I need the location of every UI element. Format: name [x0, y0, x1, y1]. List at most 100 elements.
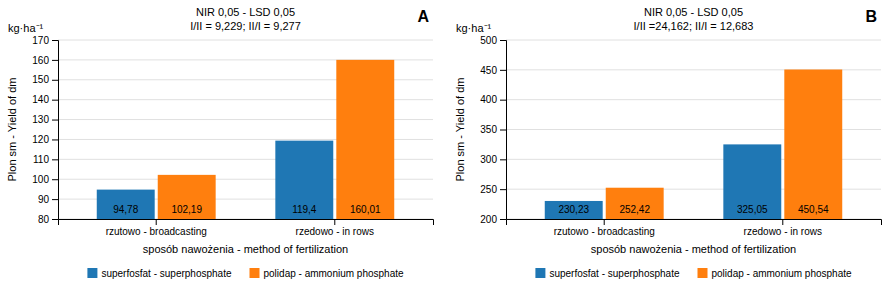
x-axis-title: sposób nawożenia - method of fertilizati…: [591, 243, 796, 255]
y-tick-mark: [500, 159, 506, 160]
y-tick: 80: [38, 214, 58, 225]
y-tick-label: 90: [38, 194, 50, 205]
y-tick: 140: [32, 94, 58, 105]
plot-area: 94,78 119,4 102,19 160,01 80 90 100 110 120 130 14…: [6, 35, 434, 279]
title: B: [865, 8, 877, 25]
y-tick-label: 160: [32, 55, 49, 66]
bar: [158, 175, 216, 219]
y-tick-mark: [500, 100, 506, 101]
y-tick-label: 350: [480, 124, 497, 135]
legend-swatch: [698, 268, 708, 278]
bar: [545, 201, 603, 219]
x-tick-label: rzutowo - broadcasting: [554, 226, 655, 237]
y-tick-mark: [52, 179, 58, 180]
legend-swatch: [87, 268, 97, 278]
title: A: [417, 8, 429, 25]
y-tick-mark: [52, 80, 58, 81]
data-label: 450,54: [798, 204, 829, 215]
x-tick: rzedowo - in rows: [744, 219, 822, 237]
x-axis: rzutowo - broadcasting rzedowo - in rows: [507, 219, 882, 237]
data-label: 119,4: [292, 204, 317, 215]
bar: [275, 141, 333, 219]
annotation: NIR 0,05 - LSD 0,05: [196, 6, 295, 18]
legend-swatch: [535, 268, 545, 278]
y-tick-label: 140: [32, 94, 49, 105]
grid-line: [58, 40, 433, 41]
y-tick: 120: [32, 134, 58, 145]
y-tick-label: 110: [33, 154, 49, 165]
x-tick-label: rzedowo - in rows: [744, 226, 822, 237]
legend-label: superfosfat - superphosphate: [101, 268, 232, 279]
legend: superfosfat - superphosphate polidap - am…: [87, 268, 404, 279]
y-tick-label: 150: [32, 74, 49, 85]
x-tick-label: rzedowo - in rows: [296, 226, 374, 237]
data-label: 230,23: [558, 204, 589, 215]
y-axis: 200 250 300 350 400 450 500: [480, 35, 506, 225]
y-tick: 350: [480, 124, 506, 135]
y-tick-label: 80: [38, 214, 50, 225]
bar: [606, 188, 664, 219]
x-axis-line: [59, 220, 434, 226]
chart-root: 94,78 119,4 102,19 160,01 80 90 100 110 120 130 14…: [0, 0, 896, 294]
y-tick: 250: [480, 184, 506, 195]
y-tick-mark: [500, 219, 506, 220]
y-tick-label: 250: [480, 184, 497, 195]
grid: [58, 40, 433, 219]
y-tick-mark: [500, 189, 506, 190]
y-tick-label: 130: [32, 114, 49, 125]
y-tick-label: 450: [480, 65, 497, 76]
legend-label: polidap - ammonium phosphate: [712, 268, 853, 279]
y-tick: 100: [32, 174, 58, 185]
data-label: 160,01: [350, 204, 381, 215]
bar: [723, 144, 781, 219]
y-tick: 450: [480, 65, 506, 76]
y-tick: 90: [38, 194, 58, 205]
y-tick-label: 300: [480, 154, 497, 165]
y-tick-mark: [52, 199, 58, 200]
data-label: 252,42: [619, 204, 650, 215]
y-tick: 160: [32, 55, 58, 66]
x-tick-label: rzutowo - broadcasting: [106, 226, 207, 237]
y-tick: 200: [480, 214, 506, 225]
y-tick-mark: [52, 40, 58, 41]
bar: [784, 70, 842, 219]
panel: 230,23 325,05 252,42 450,54 200 250 300 350 400 4…: [454, 6, 882, 279]
y-tick-label: 200: [480, 214, 497, 225]
data-labels: 94,78 119,4 102,19 160,01: [113, 204, 381, 215]
x-tick-mark: [156, 219, 157, 225]
legend-swatch: [250, 268, 260, 278]
y-tick-label: 100: [32, 174, 49, 185]
y-tick-label: 400: [480, 94, 497, 105]
bars: [97, 60, 394, 219]
bars: [545, 70, 842, 219]
y-tick-mark: [52, 219, 58, 220]
x-tick: rzutowo - broadcasting: [554, 219, 655, 237]
legend-item: polidap - ammonium phosphate: [698, 268, 853, 279]
unit-label: kg·ha⁻¹: [456, 22, 492, 34]
y-axis-title: Plon sm - Yield of dm: [454, 78, 466, 182]
y-tick-label: 500: [480, 35, 497, 46]
legend-label: polidap - ammonium phosphate: [264, 268, 405, 279]
y-tick-label: 120: [32, 134, 49, 145]
y-tick-mark: [52, 100, 58, 101]
x-axis: rzutowo - broadcasting rzedowo - in rows: [59, 219, 434, 237]
bar: [336, 60, 394, 219]
y-tick: 500: [480, 35, 506, 46]
legend-item: superfosfat - superphosphate: [535, 268, 680, 279]
data-label: 102,19: [171, 204, 202, 215]
annotation: I/II = 9,229; II/I = 9,277: [190, 20, 301, 32]
legend-item: polidap - ammonium phosphate: [250, 268, 405, 279]
x-axis-line: [507, 220, 882, 226]
x-axis-title: sposób nawożenia - method of fertilizati…: [143, 243, 348, 255]
y-tick-label: 170: [32, 35, 49, 46]
y-tick: 130: [32, 114, 58, 125]
y-tick-mark: [52, 139, 58, 140]
y-axis-line: [52, 41, 59, 220]
x-tick-mark: [334, 219, 335, 225]
data-label: 325,05: [737, 204, 768, 215]
grid-line: [506, 40, 881, 41]
panel: 94,78 119,4 102,19 160,01 80 90 100 110 120 130 14…: [6, 6, 434, 279]
legend-label: superfosfat - superphosphate: [549, 268, 680, 279]
y-axis: 80 90 100 110 120 130 140 150 160 170: [32, 35, 58, 225]
data-label: 94,78: [113, 204, 138, 215]
